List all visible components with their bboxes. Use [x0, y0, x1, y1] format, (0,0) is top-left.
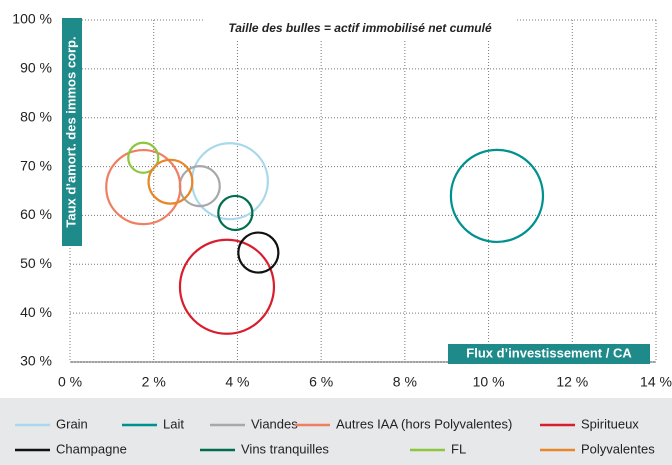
y-tick-label: 40 % [20, 304, 52, 320]
bubble [217, 194, 254, 232]
legend-label: Viandes [251, 416, 298, 431]
x-axis-label: Flux d’investissement / CA [466, 345, 632, 360]
y-tick-label: 80 % [20, 108, 52, 124]
y-label-box [62, 18, 82, 246]
legend-label: FL [451, 441, 466, 456]
legend-label: Polyvalentes [581, 441, 655, 456]
x-label-box [448, 344, 650, 364]
legend-label: Vins tranquilles [241, 441, 329, 456]
annotation: Taille des bulles = actif immobilisé net… [228, 21, 492, 35]
x-tick-label: 2 % [142, 374, 166, 390]
legend-label: Autres IAA (hors Polyvalentes) [336, 416, 512, 431]
annotation-box [205, 18, 515, 40]
legend-label: Spiritueux [581, 416, 639, 431]
legend-label: Champagne [56, 441, 127, 456]
bubble [237, 231, 280, 274]
y-tick-label: 70 % [20, 157, 52, 173]
x-tick-label: 8 % [393, 374, 417, 390]
x-tick-label: 0 % [58, 374, 82, 390]
bubble [127, 141, 160, 174]
y-tick-label: 50 % [20, 255, 52, 271]
y-tick-label: 90 % [20, 60, 52, 76]
x-tick-label: 14 % [640, 374, 672, 390]
y-axis-label: Taux d’amort. des immos corp. [63, 36, 78, 227]
y-tick-label: 60 % [20, 206, 52, 222]
x-tick-label: 4 % [225, 374, 249, 390]
bubble [178, 165, 221, 208]
bubble [105, 148, 182, 226]
bubble [147, 158, 194, 205]
legend-background [0, 398, 672, 465]
bubble [449, 148, 545, 244]
x-tick-label: 12 % [556, 374, 588, 390]
bubble [178, 238, 276, 335]
legend-label: Grain [56, 416, 88, 431]
bubble [190, 142, 269, 221]
x-tick-label: 10 % [473, 374, 505, 390]
plot [69, 19, 657, 363]
legend-label: Lait [163, 416, 184, 431]
y-tick-label: 100 % [12, 11, 52, 27]
y-tick-label: 30 % [20, 353, 52, 369]
x-tick-label: 6 % [309, 374, 333, 390]
